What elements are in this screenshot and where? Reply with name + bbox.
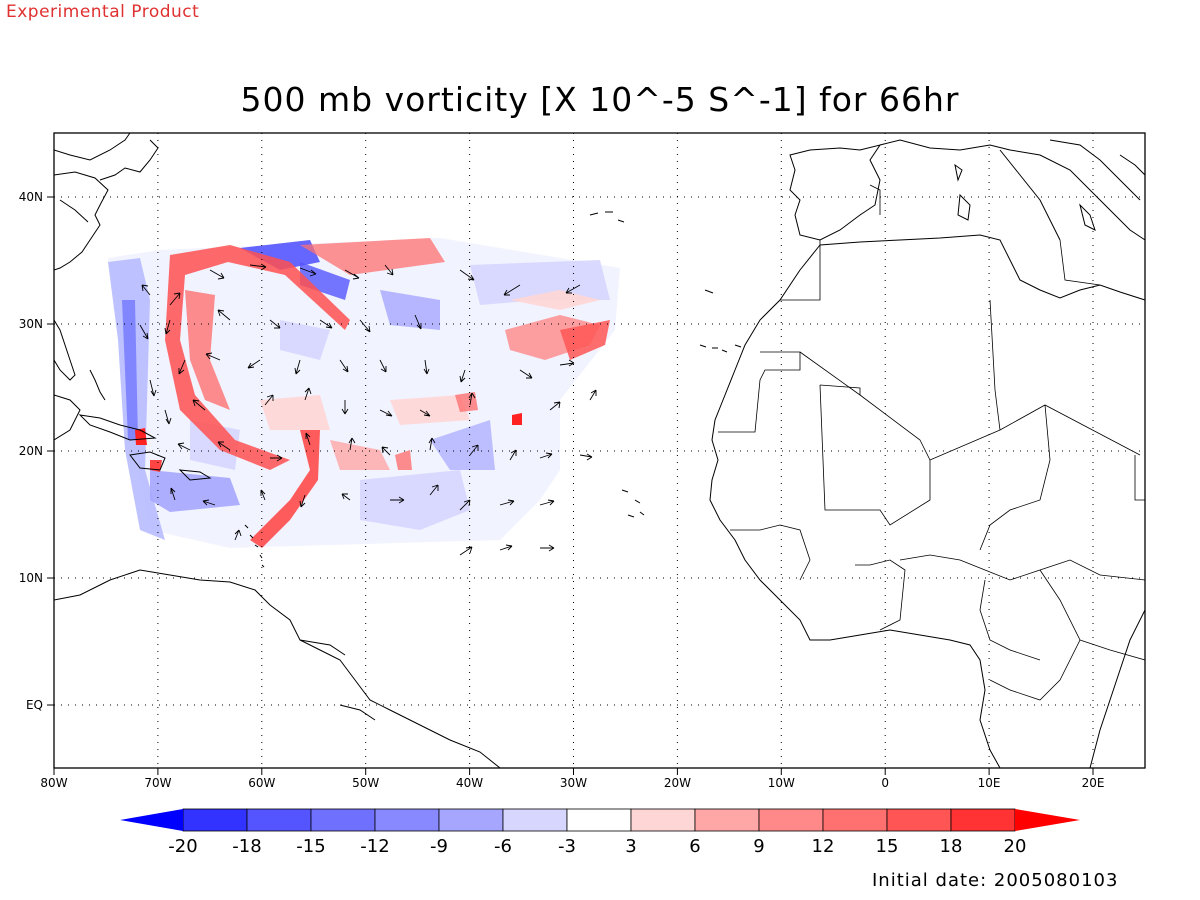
lon-label: 0: [881, 776, 889, 790]
colorbar-label: -20: [168, 836, 197, 857]
colorbar-label: -3: [558, 836, 576, 857]
colorbar-high-arrow: [1015, 809, 1080, 831]
colorbar-box: [886, 808, 952, 832]
colorbar-label: 20: [1004, 836, 1027, 857]
latitude-labels: EQ 10N 20N 30N 40N: [19, 190, 43, 712]
colorbar-label: 12: [812, 836, 835, 857]
colorbar-label: 3: [625, 836, 636, 857]
colorbar-box: [630, 808, 696, 832]
plot-title: 500 mb vorticity [X 10^-5 S^-1] for 66hr: [240, 80, 960, 119]
lon-label: 20W: [664, 776, 691, 790]
lat-label: 10N: [19, 571, 43, 585]
colorbar-low-arrow: [120, 809, 183, 831]
vorticity-field: [108, 238, 620, 548]
colorbar-box: [438, 808, 504, 832]
lon-label: 80W: [40, 776, 67, 790]
colorbar-box: [374, 808, 440, 832]
lon-label: 20E: [1082, 776, 1105, 790]
lat-label: 40N: [19, 190, 43, 204]
axis-ticks: [47, 196, 1094, 775]
colorbar-box: [310, 808, 376, 832]
colorbar-label: 9: [753, 836, 764, 857]
colorbar-box: [566, 808, 632, 832]
colorbar-boxes: [182, 808, 1016, 832]
colorbar-label: 15: [876, 836, 899, 857]
initial-date: Initial date: 2005080103: [872, 870, 1119, 891]
lon-label: 60W: [248, 776, 275, 790]
colorbar-labels: -20 -18 -15 -12 -9 -6 -3 3 6 9 12 15 18 …: [168, 836, 1026, 857]
colorbar-label: -18: [232, 836, 261, 857]
graticule: [54, 133, 1145, 768]
lat-label: 20N: [19, 444, 43, 458]
colorbar-label: -6: [494, 836, 512, 857]
lon-label: 10E: [978, 776, 1001, 790]
colorbar-box: [950, 808, 1016, 832]
colorbar-box: [502, 808, 568, 832]
colorbar-label: 6: [689, 836, 700, 857]
colorbar-box: [694, 808, 760, 832]
lon-label: 70W: [144, 776, 171, 790]
coastlines: [54, 133, 1145, 768]
lat-label: EQ: [26, 698, 43, 712]
colorbar-label: -9: [430, 836, 448, 857]
colorbar-box: [246, 808, 312, 832]
lon-label: 30W: [560, 776, 587, 790]
colorbar-box: [758, 808, 824, 832]
experimental-product-tag: Experimental Product: [6, 2, 200, 22]
wind-vectors: [139, 263, 597, 556]
longitude-labels: 80W 70W 60W 50W 40W 30W 20W 10W 0 10E 20…: [40, 776, 1104, 790]
colorbar-box: [822, 808, 888, 832]
lat-label: 30N: [19, 317, 43, 331]
country-borders: [718, 184, 1145, 701]
lon-label: 40W: [456, 776, 483, 790]
colorbar: -20 -18 -15 -12 -9 -6 -3 3 6 9 12 15 18 …: [120, 808, 1080, 857]
lon-label: 10W: [768, 776, 795, 790]
colorbar-label: -12: [360, 836, 389, 857]
colorbar-label: 18: [940, 836, 963, 857]
colorbar-box: [182, 808, 248, 832]
colorbar-label: -15: [296, 836, 325, 857]
lon-label: 50W: [352, 776, 379, 790]
